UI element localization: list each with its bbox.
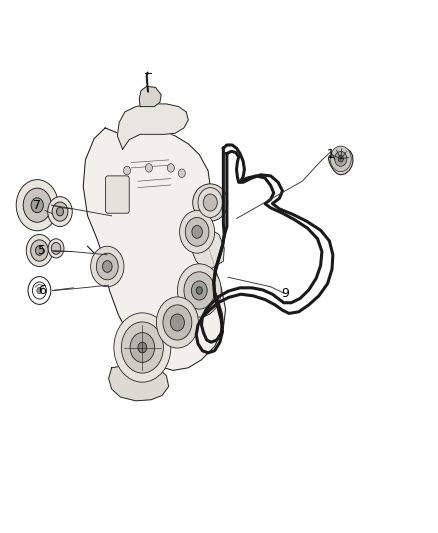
Circle shape bbox=[167, 164, 174, 172]
FancyBboxPatch shape bbox=[106, 176, 129, 213]
Circle shape bbox=[192, 225, 202, 238]
Polygon shape bbox=[328, 149, 353, 175]
Polygon shape bbox=[109, 365, 169, 401]
Circle shape bbox=[52, 202, 68, 221]
Circle shape bbox=[16, 180, 58, 231]
Text: 7: 7 bbox=[33, 199, 41, 212]
Circle shape bbox=[124, 166, 131, 175]
Circle shape bbox=[177, 264, 221, 317]
Circle shape bbox=[170, 314, 184, 331]
Circle shape bbox=[335, 151, 347, 166]
Circle shape bbox=[91, 246, 124, 287]
Circle shape bbox=[32, 282, 46, 299]
Circle shape bbox=[338, 156, 343, 162]
Circle shape bbox=[23, 188, 51, 222]
Circle shape bbox=[203, 194, 217, 211]
Circle shape bbox=[114, 313, 171, 382]
Circle shape bbox=[48, 197, 72, 227]
Text: 1: 1 bbox=[327, 148, 335, 161]
Circle shape bbox=[156, 297, 198, 348]
Circle shape bbox=[163, 305, 192, 340]
Circle shape bbox=[130, 333, 155, 362]
Circle shape bbox=[198, 188, 223, 217]
Circle shape bbox=[196, 287, 202, 294]
Circle shape bbox=[178, 169, 185, 177]
Text: 5: 5 bbox=[38, 244, 46, 257]
Circle shape bbox=[185, 217, 209, 246]
Circle shape bbox=[51, 243, 61, 254]
Polygon shape bbox=[117, 104, 188, 149]
Circle shape bbox=[31, 240, 48, 261]
Circle shape bbox=[121, 322, 163, 373]
Circle shape bbox=[57, 207, 64, 216]
Circle shape bbox=[102, 261, 112, 272]
Circle shape bbox=[138, 342, 147, 353]
Circle shape bbox=[180, 211, 215, 253]
Circle shape bbox=[31, 198, 43, 213]
Text: 6: 6 bbox=[38, 284, 46, 297]
Circle shape bbox=[28, 277, 51, 304]
Circle shape bbox=[26, 235, 53, 266]
Circle shape bbox=[37, 287, 42, 294]
Circle shape bbox=[35, 246, 43, 255]
Circle shape bbox=[145, 164, 152, 172]
Circle shape bbox=[96, 253, 118, 280]
Ellipse shape bbox=[193, 184, 228, 221]
Text: 9: 9 bbox=[281, 287, 289, 300]
Circle shape bbox=[184, 272, 215, 309]
Circle shape bbox=[191, 281, 207, 300]
Polygon shape bbox=[83, 128, 226, 370]
Circle shape bbox=[330, 146, 351, 172]
Circle shape bbox=[48, 239, 64, 258]
Polygon shape bbox=[139, 86, 161, 107]
Polygon shape bbox=[193, 229, 224, 269]
